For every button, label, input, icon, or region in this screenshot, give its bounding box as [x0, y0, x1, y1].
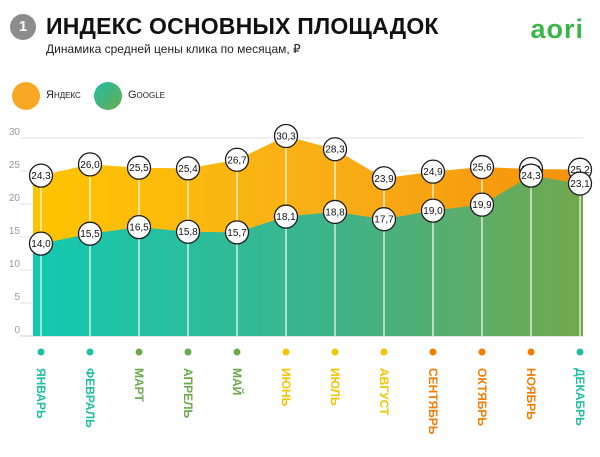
value-label-yandex-1: 24,3 — [31, 171, 51, 182]
marker-yandex-1 — [28, 163, 54, 188]
month-dot-3 — [135, 348, 143, 356]
month-dot-6 — [282, 348, 290, 356]
marker-yandex-6 — [273, 123, 299, 149]
marker-google-11 — [518, 163, 544, 188]
month-dot-5 — [233, 348, 241, 356]
value-label-yandex-10: 25,6 — [472, 163, 492, 174]
value-label-yandex-2: 26,0 — [80, 160, 100, 171]
month-label-9: СЕНТЯБРЬ — [426, 368, 440, 435]
value-label-google-2: 15,5 — [80, 229, 100, 240]
header: 1 ИНДЕКС ОСНОВНЫХ ПЛОЩАДОК Динамика сред… — [10, 12, 590, 62]
marker-yandex-4 — [175, 156, 201, 181]
value-label-yandex-6: 30,3 — [276, 132, 296, 143]
month-label-1: ЯНВАРЬ — [34, 368, 48, 419]
marker-google-9 — [420, 198, 446, 223]
month-label-3: МАРТ — [132, 368, 146, 403]
area-layer — [33, 136, 583, 336]
month-dot-8 — [380, 348, 388, 356]
marker-google-3 — [126, 214, 152, 240]
value-label-google-10: 19,9 — [472, 200, 492, 211]
month-dot-4 — [184, 348, 192, 356]
y-tick-label: 0 — [14, 325, 20, 336]
month-dot-1 — [37, 348, 45, 356]
marker-yandex-10 — [469, 154, 495, 180]
month-label-10: ОКТЯБРЬ — [475, 368, 489, 426]
marker-google-7 — [322, 199, 348, 225]
marker-yandex-9 — [420, 159, 446, 184]
chart-title: ИНДЕКС ОСНОВНЫХ ПЛОЩАДОК — [46, 13, 439, 39]
month-label-2: ФЕВРАЛЬ — [83, 368, 97, 428]
marker-google-1 — [28, 231, 54, 256]
marker-yandex-8 — [371, 166, 397, 191]
chart-subtitle: Динамика средней цены клика по месяцам, … — [46, 42, 301, 56]
legend-label-google: Google — [128, 89, 166, 101]
value-label-yandex-8: 23,9 — [374, 174, 394, 185]
month-labels: ЯНВАРЬ ФЕВРАЛЬ МАРТ АПРЕЛЬ МАЙ ИЮНЬ ИЮЛЬ АВГУСТ… — [34, 348, 587, 435]
marker-yandex-5 — [224, 147, 250, 172]
series-area-google — [33, 175, 583, 336]
marker-google-8 — [371, 207, 397, 232]
month-label-6: ИЮНЬ — [279, 368, 293, 407]
value-markers: 24,3 26,0 25,5 25,4 26,7 30,3 28,3 23,9 24,9 25,6… — [28, 123, 593, 336]
y-tick-label: 5 — [14, 292, 20, 303]
legend-swatch-yandex — [12, 82, 40, 110]
value-label-google-12: 23,1 — [570, 179, 590, 190]
value-label-yandex-4: 25,4 — [178, 164, 198, 175]
value-label-google-3: 16,5 — [129, 223, 149, 234]
value-label-yandex-7: 28,3 — [325, 145, 345, 156]
value-label-yandex-9: 24,9 — [423, 167, 443, 178]
value-label-yandex-5: 26,7 — [227, 155, 247, 166]
value-label-google-5: 15,7 — [227, 228, 247, 239]
legend-swatch-google — [94, 82, 122, 110]
month-dot-10 — [478, 348, 486, 356]
y-tick-label: 20 — [9, 193, 21, 204]
y-tick-label: 15 — [9, 226, 21, 237]
month-label-7: ИЮЛЬ — [328, 368, 342, 406]
section-number-badge: 1 — [10, 14, 36, 40]
value-label-google-7: 18,8 — [325, 207, 345, 218]
value-label-yandex-12: 25,2 — [570, 165, 590, 176]
month-dot-11 — [527, 348, 535, 356]
aori-logo: aori — [530, 14, 584, 44]
y-tick-label: 25 — [9, 160, 21, 171]
marker-yandex-3 — [126, 155, 152, 180]
value-label-yandex-3: 25,5 — [129, 163, 149, 174]
value-label-google-8: 17,7 — [374, 215, 394, 226]
legend-label-yandex: Яндекс — [46, 89, 81, 101]
month-label-5: МАЙ — [230, 368, 245, 395]
y-tick-label: 30 — [9, 127, 21, 138]
month-label-8: АВГУСТ — [377, 368, 391, 416]
month-dot-12 — [576, 348, 584, 356]
marker-google-2 — [77, 221, 103, 246]
value-label-google-6: 18,1 — [276, 212, 296, 223]
marker-google-10 — [469, 192, 495, 217]
marker-yandex-2 — [77, 152, 103, 177]
value-label-google-11: 24,3 — [521, 171, 541, 182]
marker-google-4 — [175, 219, 201, 244]
month-label-12: ДЕКАБРЬ — [573, 368, 587, 426]
value-label-google-4: 15,8 — [178, 227, 198, 238]
marker-google-5 — [224, 220, 250, 245]
month-label-4: АПРЕЛЬ — [181, 368, 195, 419]
month-dot-7 — [331, 348, 339, 356]
value-label-google-1: 14,0 — [31, 239, 51, 250]
month-dot-2 — [86, 348, 94, 356]
value-label-google-9: 19,0 — [423, 206, 443, 217]
y-tick-label: 10 — [9, 259, 21, 270]
marker-google-12 — [567, 171, 593, 196]
marker-google-6 — [273, 204, 299, 229]
month-label-11: НОЯБРЬ — [524, 368, 538, 420]
marker-yandex-7 — [322, 137, 348, 162]
month-dot-9 — [429, 348, 437, 356]
